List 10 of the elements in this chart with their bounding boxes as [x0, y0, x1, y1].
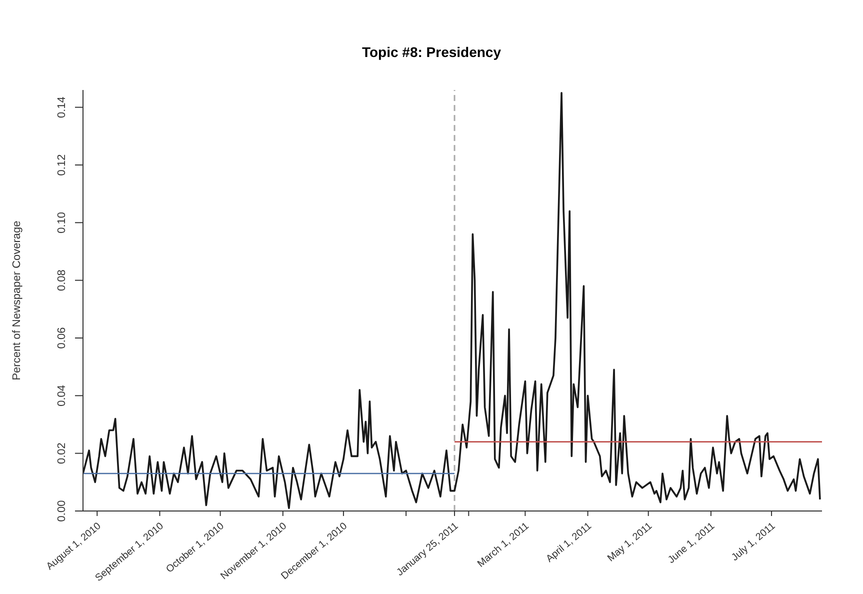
y-tick-label: 0.10	[56, 212, 68, 234]
y-tick-label: 0.02	[56, 442, 68, 464]
y-tick-label: 0.04	[56, 384, 68, 406]
chart-title: Topic #8: Presidency	[360, 44, 502, 60]
y-tick-label: 0.14	[56, 96, 68, 118]
y-tick-label: 0.06	[56, 327, 68, 349]
y-tick-label: 0.00	[56, 500, 68, 522]
y-tick-label: 0.12	[56, 154, 68, 176]
y-axis-title: Percent of Newspaper Coverage	[10, 220, 23, 380]
y-tick-label: 0.08	[56, 270, 68, 292]
